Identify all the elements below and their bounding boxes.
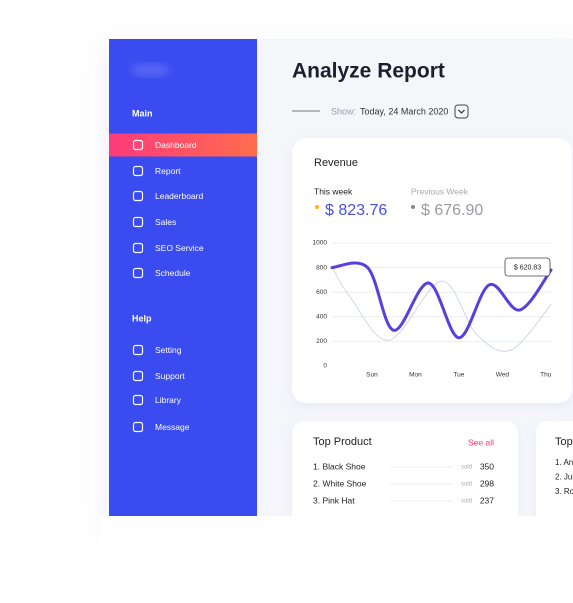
icon (132, 139, 144, 151)
product-name: 2. Jul (555, 473, 573, 482)
product-name: 1. Anc (555, 458, 573, 467)
chevron (458, 109, 465, 114)
x-tick-label: Sun (366, 372, 378, 379)
icon (132, 242, 144, 254)
sold-count: 298 (480, 478, 494, 488)
line (330, 261, 553, 340)
nav-item[interactable]: SEO Service (155, 243, 204, 253)
card-title: Top (555, 436, 573, 448)
x-tick-label: Thu (540, 372, 552, 379)
legend-dot (411, 205, 415, 209)
nav-item[interactable]: Library (155, 395, 182, 405)
card-title: Top Product (313, 436, 372, 448)
y-tick-label: 0 (323, 363, 327, 370)
nav-item[interactable]: Sales (155, 217, 176, 227)
x-tick-label: Tue (453, 372, 464, 379)
logo (130, 63, 170, 77)
sold-label: sold (461, 482, 472, 488)
y-tick-label: 400 (316, 314, 327, 321)
show-label: Show: (331, 106, 356, 116)
icon (132, 344, 144, 356)
section-title: Main (132, 108, 153, 118)
product-name: 1. Black Shoe (313, 461, 366, 471)
legend-value: $ 823.76 (325, 202, 387, 219)
page-title: Analyze Report (292, 60, 445, 83)
icon (132, 216, 144, 228)
icon (132, 190, 144, 202)
y-tick-label: 600 (316, 289, 327, 296)
top-product-card (292, 421, 518, 531)
product-name: 2. White Shoe (313, 478, 367, 488)
icon (132, 394, 144, 406)
date[interactable]: Today, 24 March 2020 (360, 106, 448, 116)
x-tick-label: Wed (496, 372, 510, 379)
y-tick-label: 800 (316, 264, 327, 271)
card-title: Revenue (314, 157, 358, 169)
bottom-mask (100, 516, 573, 598)
icon (132, 165, 144, 177)
legend-value: $ 676.90 (421, 202, 483, 219)
y-tick-label: 200 (316, 338, 327, 345)
section-title: Help (132, 313, 152, 323)
icon (132, 370, 144, 382)
sold-label: sold (461, 499, 472, 505)
active-highlight (109, 133, 257, 157)
third-card (536, 421, 573, 531)
nav-item[interactable]: Leaderboard (155, 191, 203, 201)
sold-label: sold (461, 465, 472, 471)
sold-count: 237 (480, 495, 494, 505)
line (331, 267, 552, 352)
dropdown-button[interactable] (454, 104, 469, 119)
nav-item[interactable]: Report (155, 166, 181, 176)
y-tick-label: 1000 (313, 240, 328, 247)
nav-item[interactable]: Support (155, 371, 185, 381)
product-name: 3. Pink Hat (313, 495, 355, 505)
legend-dot (315, 205, 319, 209)
nav-item[interactable]: Message (155, 422, 190, 432)
nav-item[interactable]: Schedule (155, 268, 191, 278)
x-tick-label: Mon (409, 372, 422, 379)
legend-label: Previous Week (411, 186, 469, 196)
nav-item[interactable]: Setting (155, 345, 182, 355)
nav-item[interactable]: Dashboard (155, 140, 197, 150)
tooltip-text: $ 620.83 (514, 264, 541, 271)
legend-label: This week (314, 186, 353, 196)
tooltip (504, 257, 551, 277)
sold-count: 350 (480, 461, 494, 471)
see-all-link[interactable]: See all (468, 437, 494, 447)
icon (132, 421, 144, 433)
revenue-card (292, 138, 572, 403)
product-name: 3. Ro (555, 487, 573, 496)
icon (132, 267, 144, 279)
